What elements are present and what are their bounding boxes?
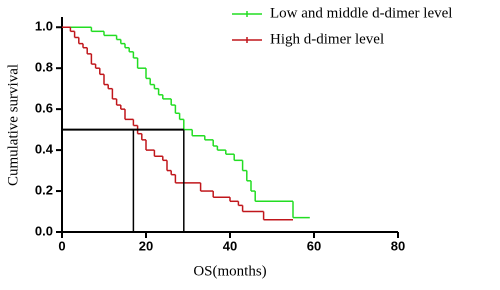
y-tick-label: 0.2 bbox=[35, 182, 53, 197]
legend-label: Low and middle d-dimer level bbox=[270, 5, 452, 21]
y-tick-label: 0.6 bbox=[35, 101, 53, 116]
x-tick-label: 80 bbox=[391, 238, 405, 253]
y-tick-label: 1.0 bbox=[35, 19, 53, 34]
y-tick-label: 0.0 bbox=[35, 223, 53, 238]
x-tick-label: 40 bbox=[223, 238, 237, 253]
x-tick-label: 60 bbox=[307, 238, 321, 253]
x-axis-label: OS(months) bbox=[193, 263, 266, 279]
x-tick-label: 20 bbox=[139, 238, 153, 253]
legend-label: High d-dimer level bbox=[270, 31, 384, 47]
y-tick-label: 0.8 bbox=[35, 60, 53, 75]
x-tick-label: 0 bbox=[58, 238, 65, 253]
y-axis-label: Cumulative survival bbox=[5, 64, 21, 186]
y-tick-label: 0.4 bbox=[35, 142, 54, 157]
